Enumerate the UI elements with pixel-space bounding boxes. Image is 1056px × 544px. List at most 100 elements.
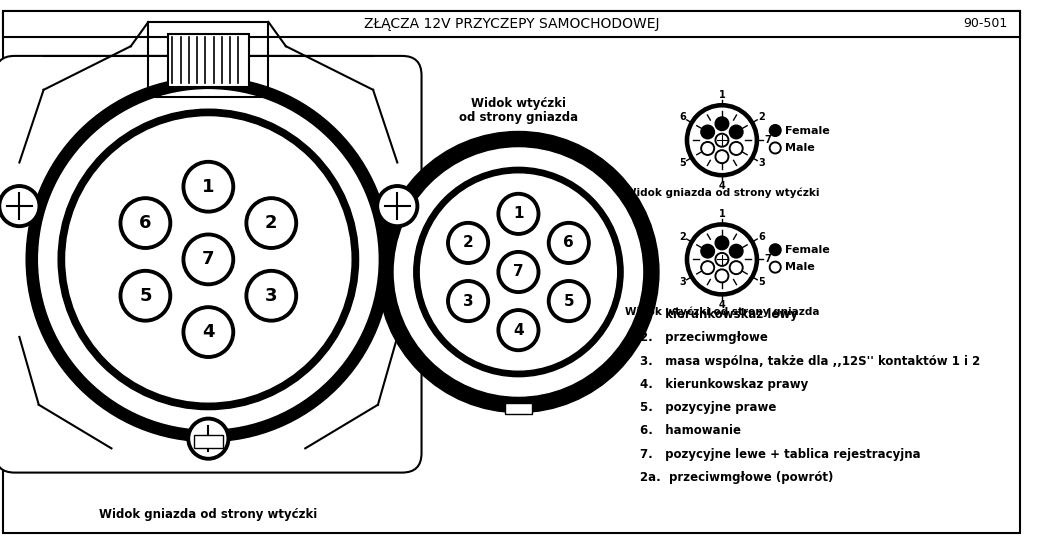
Circle shape [394,148,642,396]
Circle shape [770,125,781,137]
Circle shape [0,185,41,227]
Circle shape [501,255,535,289]
Circle shape [186,164,230,209]
Text: 4: 4 [513,323,524,338]
Bar [194,435,223,448]
Circle shape [686,104,758,176]
Bar [505,403,532,415]
Bar [3,11,1020,36]
Circle shape [701,125,715,139]
Circle shape [701,244,715,258]
Circle shape [249,201,294,245]
Circle shape [186,237,230,282]
Circle shape [717,255,727,264]
Text: 1: 1 [718,209,725,219]
Circle shape [245,197,298,249]
Circle shape [119,197,171,249]
Circle shape [191,421,226,456]
Circle shape [65,117,351,402]
Circle shape [730,141,743,155]
Circle shape [183,160,234,213]
Circle shape [770,261,781,273]
Circle shape [703,144,713,153]
Text: 7: 7 [765,135,771,145]
Text: 4: 4 [718,181,725,191]
Text: 2: 2 [679,232,685,242]
Circle shape [451,225,486,261]
Circle shape [414,168,623,376]
Text: 5: 5 [679,158,685,168]
Circle shape [547,221,590,264]
Circle shape [770,244,781,256]
Text: 6: 6 [758,232,765,242]
Text: 2.   przeciwmgłowe: 2. przeciwmgłowe [640,331,768,344]
Text: 2: 2 [758,113,765,122]
Circle shape [701,141,715,155]
Text: 5: 5 [758,277,765,287]
Circle shape [58,109,359,410]
Circle shape [447,280,489,323]
Circle shape [771,144,779,152]
Circle shape [497,193,540,235]
Bar [168,34,249,87]
Text: Widok gniazda od strony wtyćzki: Widok gniazda od strony wtyćzki [99,508,318,521]
Text: 6: 6 [564,236,574,250]
Circle shape [420,174,617,370]
Text: 5: 5 [564,294,574,308]
Text: 7: 7 [765,255,771,264]
Text: Widok wtyćzki: Widok wtyćzki [471,97,566,110]
Text: od strony gniazda: od strony gniazda [459,111,578,123]
Circle shape [715,252,729,266]
Circle shape [703,263,713,273]
Circle shape [249,274,294,318]
Circle shape [717,152,727,162]
Circle shape [378,132,659,412]
Circle shape [547,280,590,323]
Circle shape [771,263,779,271]
Text: 4: 4 [202,323,214,341]
Text: ZŁĄCZA 12V PRZYCZEPY SAMOCHODOWEJ: ZŁĄCZA 12V PRZYCZEPY SAMOCHODOWEJ [364,17,659,31]
Circle shape [39,90,378,429]
Text: Male: Male [785,262,814,272]
Text: 3: 3 [463,294,473,308]
Circle shape [686,224,758,295]
Text: 6: 6 [139,214,152,232]
Text: 1: 1 [513,206,524,221]
Circle shape [380,189,415,224]
Circle shape [689,106,756,174]
Circle shape [770,142,781,154]
Circle shape [690,227,754,292]
Text: 7.   pozycyjne lewe + tablica rejestracyjna: 7. pozycyjne lewe + tablica rejestracyjn… [640,448,920,461]
FancyBboxPatch shape [0,56,421,473]
Circle shape [715,117,729,131]
Circle shape [717,271,727,281]
Circle shape [732,263,741,273]
Text: 3: 3 [758,158,765,168]
Circle shape [715,269,729,283]
Circle shape [124,201,168,245]
Circle shape [497,309,540,351]
Circle shape [187,417,229,460]
Circle shape [2,189,37,224]
Circle shape [501,196,535,231]
Circle shape [551,225,586,261]
Text: 1: 1 [718,90,725,100]
Circle shape [693,111,751,169]
Circle shape [186,310,230,354]
Text: 2: 2 [463,236,473,250]
Circle shape [119,270,171,322]
Circle shape [376,185,418,227]
Circle shape [551,283,586,319]
Text: 4.   kierunkowskaz prawy: 4. kierunkowskaz prawy [640,378,808,391]
Circle shape [689,225,756,293]
Circle shape [245,270,298,322]
Text: 1: 1 [202,178,214,196]
Circle shape [693,230,751,288]
Text: 2a.  przeciwmgłowe (powrót): 2a. przeciwmgłowe (powrót) [640,471,833,484]
Text: 4: 4 [718,300,725,310]
Circle shape [717,135,727,145]
Circle shape [501,313,535,348]
Text: 1.   kierunkowskaz lewy: 1. kierunkowskaz lewy [640,308,797,321]
Text: 6.   hamowanie: 6. hamowanie [640,424,740,437]
Circle shape [447,221,489,264]
